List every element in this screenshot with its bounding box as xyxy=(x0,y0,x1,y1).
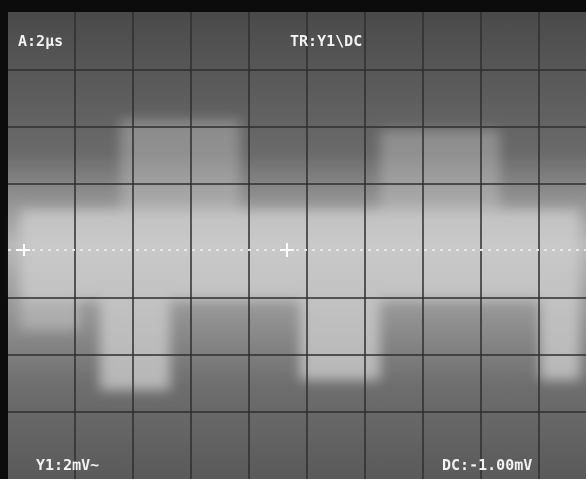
offset: DC:-1.00mV xyxy=(442,456,532,474)
trigger-info: TR:Y1\DC xyxy=(290,32,362,50)
trigger-marker xyxy=(280,243,294,257)
graticule xyxy=(8,12,586,479)
waveform-glow xyxy=(20,120,580,390)
ground-marker xyxy=(16,244,30,256)
timebase: A:2µs xyxy=(18,32,63,50)
channel-scale: Y1:2mV~ xyxy=(36,456,99,474)
